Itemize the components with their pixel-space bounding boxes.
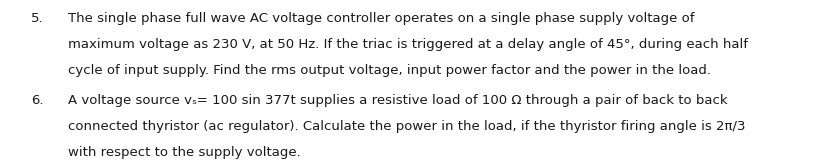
Text: 5.: 5. [31,12,44,25]
Text: connected thyristor (ac regulator). Calculate the power in the load, if the thyr: connected thyristor (ac regulator). Calc… [68,120,745,133]
Text: with respect to the supply voltage.: with respect to the supply voltage. [68,146,300,159]
Text: A voltage source vₛ= 100 sin 377t supplies a resistive load of 100 Ω through a p: A voltage source vₛ= 100 sin 377t suppli… [68,94,728,107]
Text: The single phase full wave AC voltage controller operates on a single phase supp: The single phase full wave AC voltage co… [68,12,695,25]
Text: cycle of input supply. Find the rms output voltage, input power factor and the p: cycle of input supply. Find the rms outp… [68,64,711,77]
Text: maximum voltage as 230 V, at 50 Hz. If the triac is triggered at a delay angle o: maximum voltage as 230 V, at 50 Hz. If t… [68,38,748,51]
Text: 6.: 6. [31,94,44,107]
